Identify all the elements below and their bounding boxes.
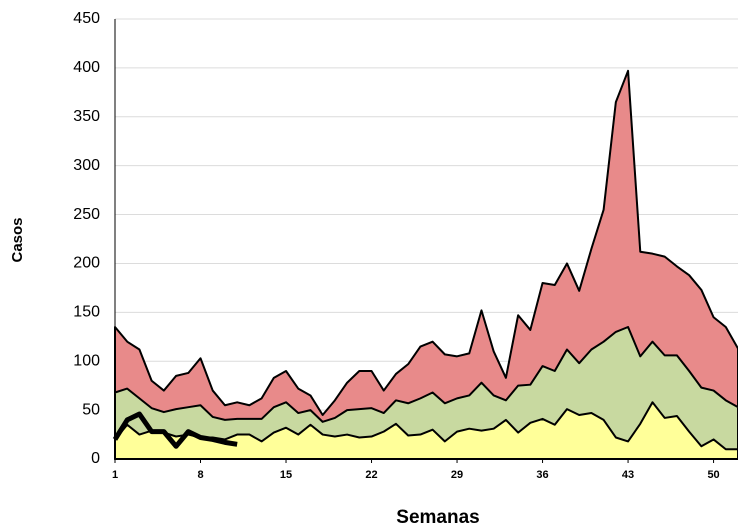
x-tick-label: 15 [280, 469, 292, 481]
x-tick-label: 22 [365, 469, 377, 481]
y-axis-label: Casos [9, 217, 26, 262]
y-tick-label: 350 [73, 108, 100, 125]
y-tick-label: 250 [73, 206, 100, 223]
line [112, 411, 238, 449]
x-tick-label: 29 [451, 469, 463, 481]
y-tick-label: 300 [73, 157, 100, 174]
x-axis-label: Semanas [396, 507, 479, 528]
y-tick-label: 150 [73, 304, 100, 321]
y-tick-label: 100 [73, 352, 100, 369]
y-tick-label: 50 [82, 401, 100, 418]
y-tick-label: 400 [73, 59, 100, 76]
x-tick-label: 36 [536, 469, 548, 481]
x-tick-label: 50 [707, 469, 719, 481]
x-tick-label: 43 [622, 469, 634, 481]
y-tick-label: 450 [73, 10, 100, 27]
x-tick-label: 8 [197, 469, 203, 481]
y-tick-label: 0 [91, 450, 100, 467]
y-tick-label: 200 [73, 255, 100, 272]
x-tick-label: 1 [112, 469, 118, 481]
